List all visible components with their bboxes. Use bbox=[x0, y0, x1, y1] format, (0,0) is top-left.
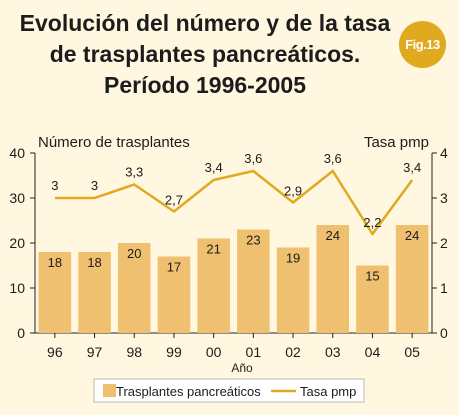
bar bbox=[197, 238, 230, 333]
title-line-2: de trasplantes pancreáticos. bbox=[49, 41, 361, 67]
bar-data-label: 21 bbox=[206, 242, 220, 257]
legend-box bbox=[93, 378, 365, 403]
title-line-3: Período 1996-2005 bbox=[103, 72, 306, 98]
bar-data-label: 24 bbox=[405, 228, 419, 243]
chart-title: Evolución del número y de la tasa de tra… bbox=[0, 8, 410, 101]
x-tick-label: 00 bbox=[206, 344, 222, 360]
x-tick-label: 01 bbox=[246, 344, 262, 360]
y-right-tick-label: 2 bbox=[440, 235, 448, 251]
bar bbox=[157, 256, 191, 333]
legend-bar-label: Trasplantes pancreáticos bbox=[116, 384, 261, 399]
bars-layer bbox=[38, 225, 429, 333]
y-right-tick-label: 1 bbox=[440, 280, 448, 296]
bar-data-label: 24 bbox=[326, 228, 340, 243]
line-data-label: 3,4 bbox=[205, 160, 223, 175]
line-data-label: 3 bbox=[91, 178, 98, 193]
legend-bar-swatch bbox=[103, 384, 116, 397]
line-data-label: 3 bbox=[51, 178, 58, 193]
bar bbox=[117, 243, 151, 333]
legend-layer: Trasplantes pancreáticos Tasa pmp bbox=[93, 378, 365, 403]
figure-number-badge: Fig.13 bbox=[399, 21, 446, 68]
line-data-label: 3,6 bbox=[324, 151, 342, 166]
bar-data-label: 15 bbox=[365, 269, 379, 284]
x-tick-label: 99 bbox=[166, 344, 182, 360]
bar-data-label: 20 bbox=[127, 246, 141, 261]
line-data-label: 3,3 bbox=[125, 165, 143, 180]
legend-line-label: Tasa pmp bbox=[300, 384, 356, 399]
y-left-tick-label: 40 bbox=[9, 145, 25, 161]
y-left-tick-label: 30 bbox=[9, 190, 25, 206]
bar-data-label: 18 bbox=[87, 255, 101, 270]
y-right-tick-label: 3 bbox=[440, 190, 448, 206]
y-left-tick-label: 10 bbox=[9, 280, 25, 296]
y-right-tick-label: 0 bbox=[440, 325, 448, 341]
x-tick-label: 04 bbox=[365, 344, 381, 360]
x-tick-label: 02 bbox=[285, 344, 301, 360]
line-data-label: 2,7 bbox=[165, 193, 183, 208]
y-left-tick-label: 20 bbox=[9, 235, 25, 251]
bar bbox=[38, 252, 72, 333]
x-tick-label: 98 bbox=[126, 344, 142, 360]
line-data-label: 3,6 bbox=[244, 151, 262, 166]
bar bbox=[395, 225, 429, 333]
x-tick-label: 96 bbox=[47, 344, 63, 360]
line-data-label: 2,2 bbox=[363, 215, 381, 230]
x-tick-label: 97 bbox=[87, 344, 103, 360]
title-line-1: Evolución del número y de la tasa bbox=[19, 10, 391, 36]
bar bbox=[356, 265, 389, 333]
x-tick-label: 03 bbox=[325, 344, 341, 360]
y-axis-left-label: Número de trasplantes bbox=[38, 134, 190, 151]
bar bbox=[78, 252, 111, 333]
bar-data-label: 19 bbox=[286, 251, 300, 266]
bar bbox=[316, 225, 350, 333]
line-layer bbox=[54, 169, 414, 236]
y-left-tick-label: 0 bbox=[17, 325, 25, 341]
bar bbox=[237, 229, 270, 333]
bar bbox=[276, 247, 310, 333]
x-tick-label: 05 bbox=[404, 344, 420, 360]
bar-data-label: 18 bbox=[48, 255, 62, 270]
x-axis-label: Año bbox=[231, 361, 253, 375]
line-data-label: 3,4 bbox=[403, 160, 421, 175]
rate-line bbox=[54, 169, 414, 236]
line-data-label: 2,9 bbox=[284, 184, 302, 199]
y-axis-right-label: Tasa pmp bbox=[364, 134, 429, 151]
bar-data-label: 17 bbox=[167, 260, 181, 275]
bar-data-label: 23 bbox=[246, 233, 260, 248]
y-right-tick-label: 4 bbox=[440, 145, 448, 161]
